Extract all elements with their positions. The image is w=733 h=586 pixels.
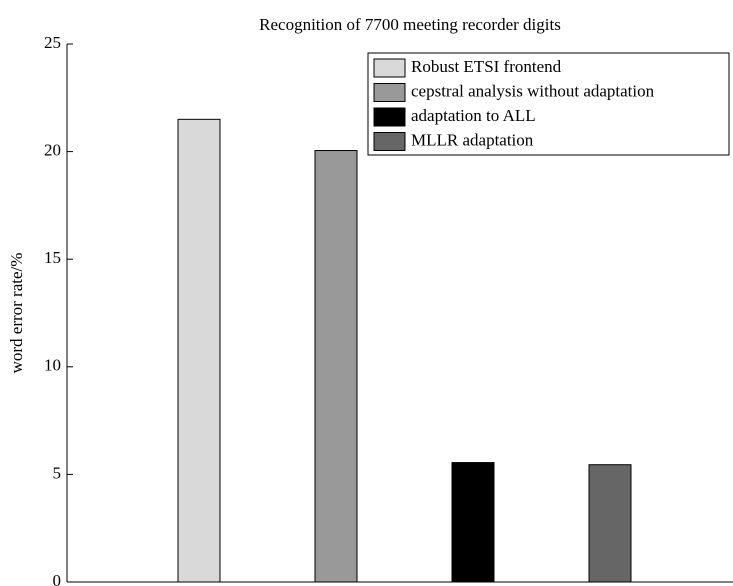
bar [314, 150, 358, 583]
legend-swatch [373, 107, 406, 127]
y-tick-label: 25 [44, 33, 61, 52]
legend-label: adaptation to ALL [411, 106, 536, 125]
legend-swatch [373, 83, 406, 102]
legend-box [367, 52, 730, 156]
bar [588, 464, 632, 583]
y-axis-label: word error rate/% [7, 253, 26, 374]
y-tick-label: 20 [44, 141, 61, 160]
y-tick-label: 5 [53, 463, 62, 482]
y-tick-label: 10 [44, 356, 61, 375]
legend-swatch [373, 132, 406, 151]
y-tick-label: 0 [53, 571, 62, 586]
chart-title: Recognition of 7700 meeting recorder dig… [259, 15, 561, 34]
legend-label: MLLR adaptation [411, 130, 534, 149]
bar [177, 118, 221, 583]
y-tick-label: 15 [44, 248, 61, 267]
legend-swatch [373, 58, 406, 78]
legend-label: cepstral analysis without adaptation [411, 81, 655, 100]
legend-label: Robust ETSI frontend [411, 57, 562, 76]
bar [451, 462, 495, 583]
